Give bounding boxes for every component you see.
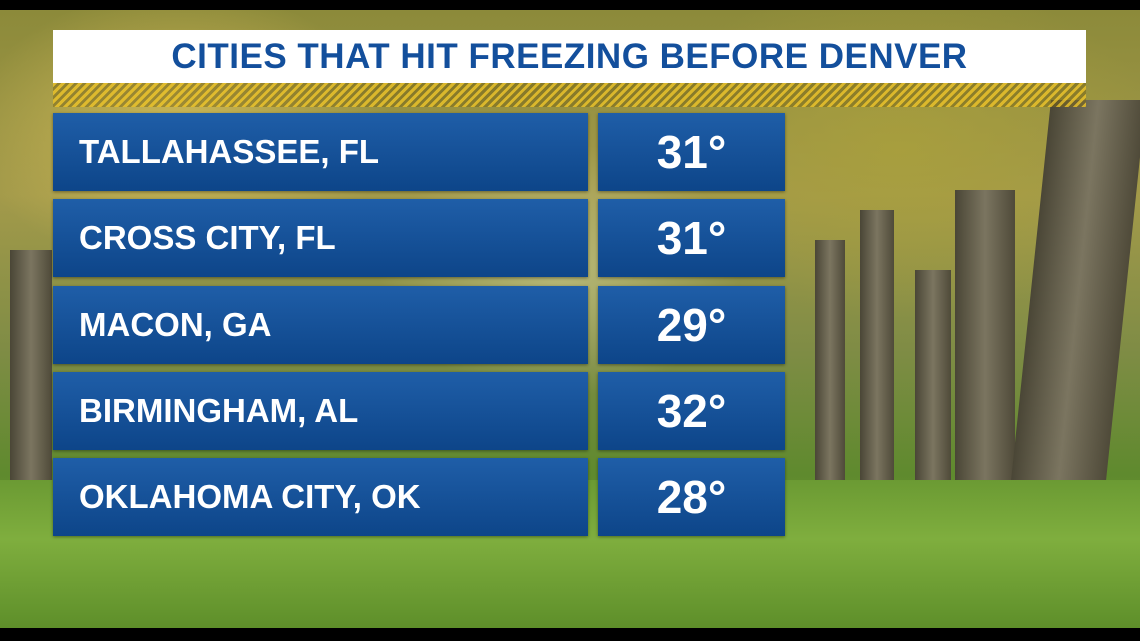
tree-trunk [860,210,894,490]
title-bar: CITIES THAT HIT FREEZING BEFORE DENVER [53,30,1086,83]
city-name: CROSS CITY, FL [53,199,588,277]
hatch-stripe [53,83,1086,107]
temperature: 28° [598,458,785,536]
temperature: 29° [598,286,785,364]
temperature: 32° [598,372,785,450]
tree-trunk [815,240,845,490]
city-name: MACON, GA [53,286,588,364]
temperature: 31° [598,113,785,191]
tree-trunk [10,250,52,500]
city-name: BIRMINGHAM, AL [53,372,588,450]
tree-trunk [915,270,951,490]
city-name: TALLAHASSEE, FL [53,113,588,191]
city-name: OKLAHOMA CITY, OK [53,458,588,536]
temperature: 31° [598,199,785,277]
tree-trunk [1008,100,1140,500]
tree-trunk [955,190,1015,490]
